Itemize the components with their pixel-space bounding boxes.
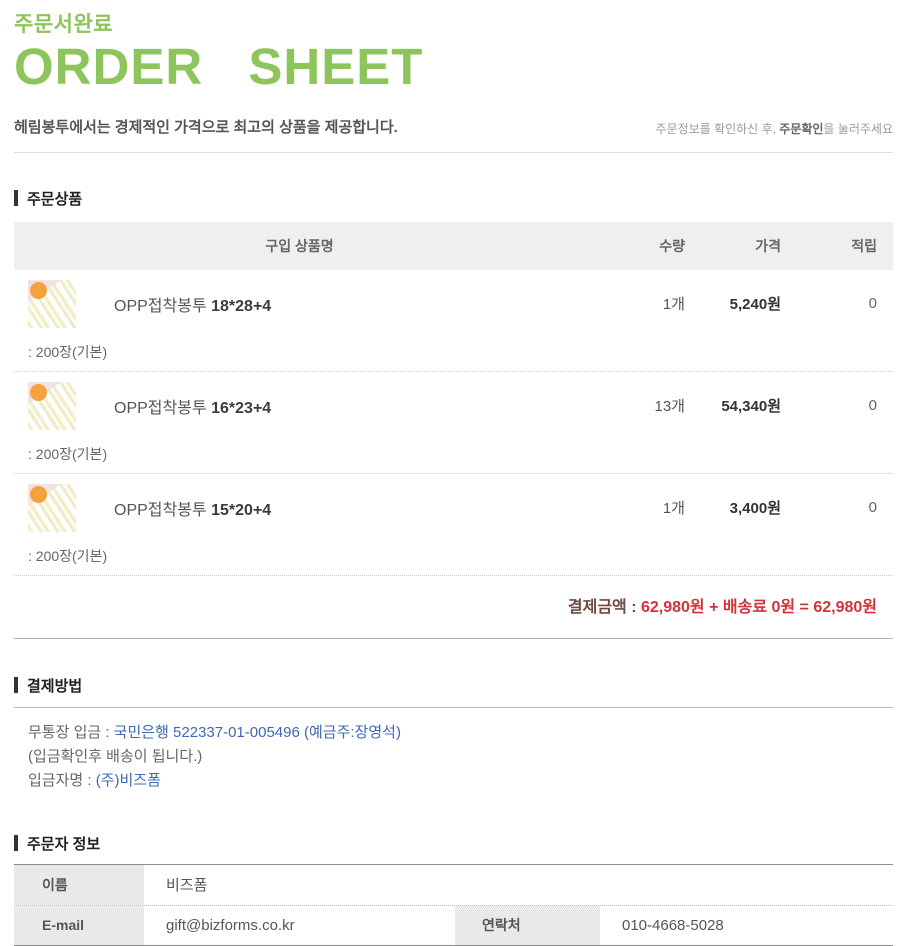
section-title-label: 주문자 정보 xyxy=(27,835,101,853)
column-header-price: 가격 xyxy=(755,237,781,254)
note-bold-confirm: 주문확인 xyxy=(779,121,824,136)
order-confirm-note: 주문정보를 확인하신 후, 주문확인을 눌러주세요 xyxy=(656,120,894,137)
intro-row: 헤림봉투에서는 경제적인 가격으로 최고의 상품을 제공합니다. 주문정보를 확… xyxy=(14,116,893,137)
order-item-row: OPP접착봉투 16*23+4 13개 54,340원 0 : 200장(기본) xyxy=(14,372,893,474)
section-title-payment-method: 결제방법 xyxy=(14,675,893,696)
page-subtitle-korean: 주문서완료 xyxy=(14,13,114,36)
item-points: 0 xyxy=(868,295,877,313)
order-table-header: 구입 상품명 수량 가격 적립 xyxy=(14,221,893,270)
email-label: E-mail xyxy=(14,905,144,945)
product-thumbnail[interactable] xyxy=(28,381,76,430)
item-quantity: 1개 xyxy=(662,296,685,314)
name-value: 비즈폼 xyxy=(166,877,208,895)
note-prefix: 주문정보를 확인하신 후, xyxy=(655,121,780,136)
item-option: : 200장(기본) xyxy=(28,445,108,462)
payment-details: 무통장 입금 : 국민은행 522337-01-005496 (예금주:장영석)… xyxy=(14,708,893,793)
section-title-label: 주문상품 xyxy=(27,190,83,208)
item-points: 0 xyxy=(868,499,877,517)
store-tagline: 헤림봉투에서는 경제적인 가격으로 최고의 상품을 제공합니다. xyxy=(14,118,398,136)
customer-info-table: 이름 비즈폼 E-mail gift@bizforms.co.kr 연락처 01… xyxy=(14,863,893,946)
email-value: gift@bizforms.co.kr xyxy=(166,916,295,934)
section-bar-icon xyxy=(14,677,18,694)
item-price: 3,400원 xyxy=(729,500,781,518)
depositor-line: 입금자명 : (주)비즈폼 xyxy=(28,769,893,793)
section-bar-icon xyxy=(14,835,18,852)
item-option: : 200장(기본) xyxy=(28,547,108,564)
bank-account-info: 국민은행 522337-01-005496 (예금주:장영석) xyxy=(113,723,401,741)
total-amount: 62,980원 + 배송료 0원 = 62,980원 xyxy=(640,598,877,616)
section-bar-icon xyxy=(14,190,18,207)
depositor-name: (주)비즈폼 xyxy=(95,771,161,789)
note-suffix: 을 눌러주세요 xyxy=(823,121,893,136)
item-price: 54,340원 xyxy=(721,398,781,416)
phone-label: 연락처 xyxy=(455,905,600,945)
column-header-product: 구입 상품명 xyxy=(265,237,334,254)
order-item-main: OPP접착봉투 18*28+4 1개 5,240원 0 xyxy=(14,279,877,328)
column-header-qty: 수량 xyxy=(659,237,685,254)
depositor-label: 입금자명 : xyxy=(28,771,96,789)
name-label: 이름 xyxy=(14,864,144,905)
section-title-customer-info: 주문자 정보 xyxy=(14,833,893,854)
product-spec: 18*28+4 xyxy=(211,297,272,315)
item-price: 5,240원 xyxy=(729,296,781,314)
bank-deposit-line: 무통장 입금 : 국민은행 522337-01-005496 (예금주:장영석) xyxy=(28,721,893,745)
product-spec: 16*23+4 xyxy=(211,399,272,417)
deposit-note: (입금확인후 배송이 됩니다.) xyxy=(28,747,203,765)
phone-value: 010-4668-5028 xyxy=(622,916,724,934)
deposit-label: 무통장 입금 : xyxy=(28,723,114,741)
total-label: 결제금액 : xyxy=(567,598,641,616)
product-spec: 15*20+4 xyxy=(211,501,272,519)
product-name-text: OPP접착봉투 xyxy=(114,297,212,315)
sale-badge-icon xyxy=(30,383,47,401)
item-quantity: 13개 xyxy=(654,398,686,416)
item-option: : 200장(기본) xyxy=(28,343,108,360)
deposit-note-line: (입금확인후 배송이 됩니다.) xyxy=(28,745,893,769)
sale-badge-icon xyxy=(30,485,47,503)
product-name-text: OPP접착봉투 xyxy=(114,501,212,519)
section-title-label: 결제방법 xyxy=(27,677,83,695)
product-name[interactable]: OPP접착봉투 15*20+4 xyxy=(114,496,585,520)
column-header-points: 적립 xyxy=(851,237,877,254)
order-item-main: OPP접착봉투 16*23+4 13개 54,340원 0 xyxy=(14,381,877,430)
page-title: ORDER SHEET xyxy=(14,38,424,95)
product-name-text: OPP접착봉투 xyxy=(114,399,212,417)
order-item-row: OPP접착봉투 15*20+4 1개 3,400원 0 : 200장(기본) xyxy=(14,474,893,576)
item-quantity: 1개 xyxy=(662,500,685,518)
product-name[interactable]: OPP접착봉투 16*23+4 xyxy=(114,394,585,418)
table-row: E-mail gift@bizforms.co.kr 연락처 010-4668-… xyxy=(14,904,893,945)
product-thumbnail[interactable] xyxy=(28,279,76,328)
payment-total-row: 결제금액 : 62,980원 + 배송료 0원 = 62,980원 xyxy=(14,576,893,639)
order-item-main: OPP접착봉투 15*20+4 1개 3,400원 0 xyxy=(14,483,877,532)
order-item-row: OPP접착봉투 18*28+4 1개 5,240원 0 : 200장(기본) xyxy=(14,270,893,372)
section-divider xyxy=(14,706,893,708)
sale-badge-icon xyxy=(30,281,47,299)
table-row: 이름 비즈폼 xyxy=(14,864,893,905)
section-title-order-items: 주문상품 xyxy=(14,188,893,209)
product-name[interactable]: OPP접착봉투 18*28+4 xyxy=(114,292,585,316)
product-thumbnail[interactable] xyxy=(28,483,76,532)
item-points: 0 xyxy=(868,397,877,415)
header-divider xyxy=(14,151,893,153)
